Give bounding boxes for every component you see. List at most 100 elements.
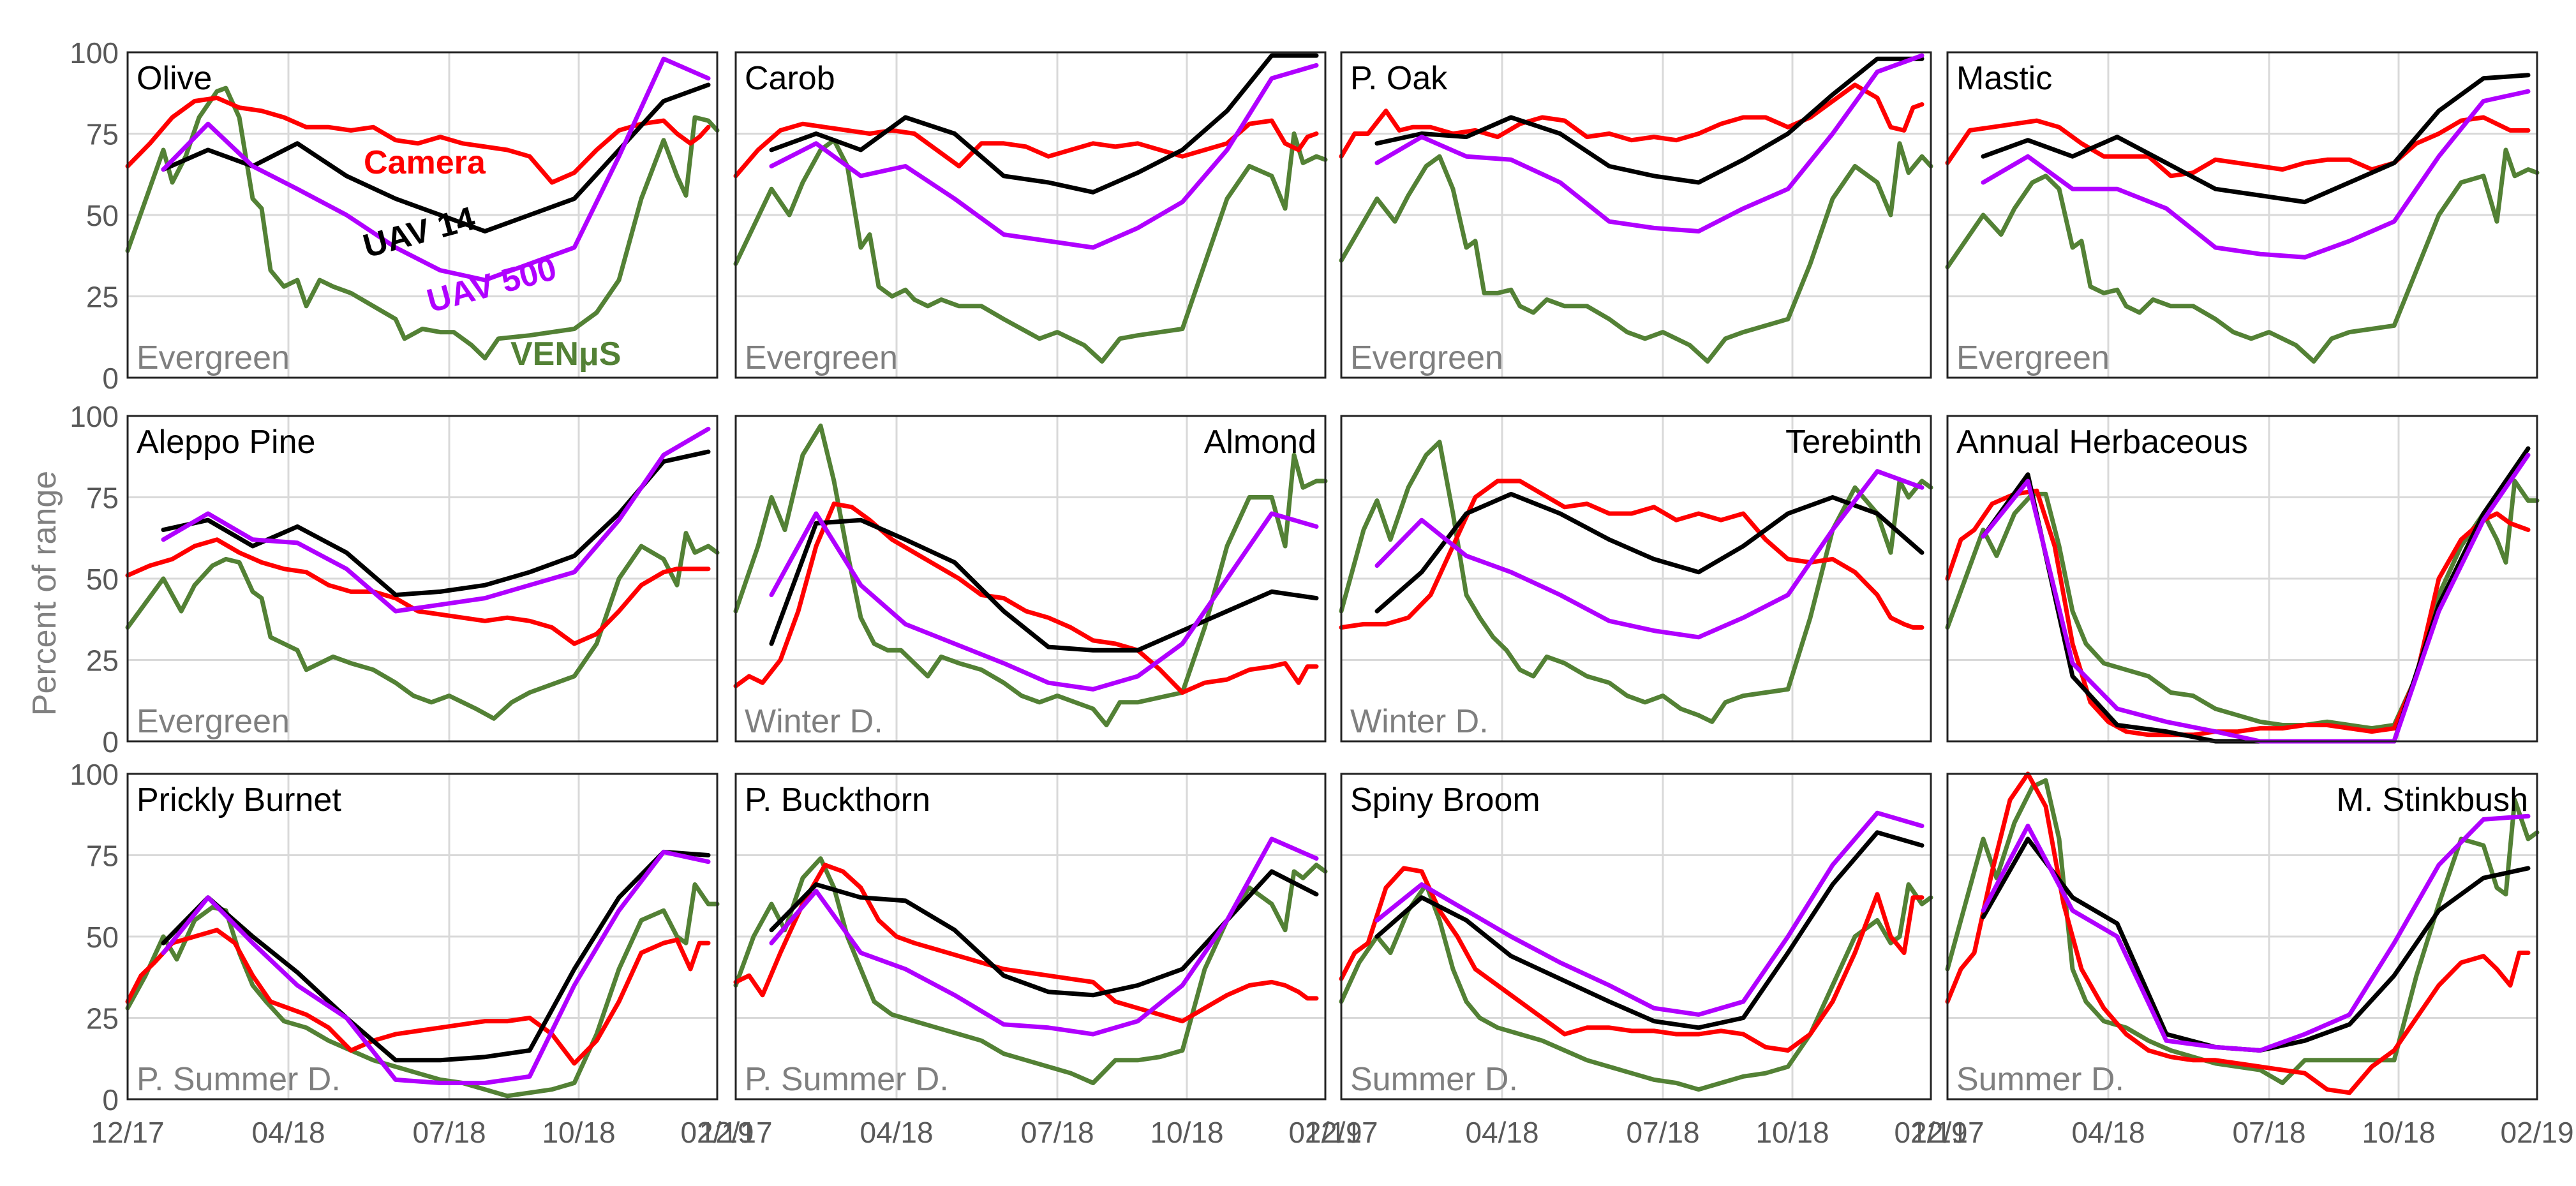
series-line-uav-500 xyxy=(769,836,1319,1037)
y-axis-label-text: Percent of range xyxy=(26,470,63,716)
y-tick-label: 0 xyxy=(102,362,119,395)
y-tick-label: 75 xyxy=(86,118,119,151)
y-tick-label: 100 xyxy=(70,400,119,433)
phenology-group-label: Evergreen xyxy=(137,339,290,376)
y-tick-label: 100 xyxy=(70,36,119,70)
panel-p-buckthorn: P. Buckthorn P. Summer D. 12/17 04/18 07/18 1… xyxy=(699,773,1362,1149)
x-tick-label: 04/18 xyxy=(860,1116,933,1149)
series-line-camera xyxy=(733,501,1319,695)
panel-title: Annual Herbaceous xyxy=(1956,424,2248,461)
series-line-camera xyxy=(733,863,1319,1024)
y-tick-label: 75 xyxy=(86,840,119,873)
series-line-uav-500 xyxy=(1374,53,1925,233)
series-line-uav-500 xyxy=(1981,89,2531,260)
series-line-camera xyxy=(1339,478,1925,630)
series-line-uav-500 xyxy=(1374,469,1925,640)
panel-title: Terebinth xyxy=(1785,424,1922,461)
panel-almond: Almond Winter D. xyxy=(733,415,1328,743)
x-tick-label: 12/17 xyxy=(1304,1116,1378,1149)
panel-carob: Carob Evergreen xyxy=(733,51,1328,379)
panel-title: Almond xyxy=(1204,424,1316,461)
phenology-group-label: Evergreen xyxy=(137,703,290,740)
panel-frame xyxy=(734,415,1327,743)
series-line-ven-s xyxy=(1945,147,2540,364)
panel-terebinth: Terebinth Winter D. xyxy=(1339,415,1933,743)
y-tick-label: 50 xyxy=(86,921,119,954)
series-line-camera xyxy=(1945,488,2531,738)
series-line-ven-s xyxy=(733,423,1328,727)
x-tick-label: 02/19 xyxy=(2500,1116,2573,1149)
panel-mastic: Mastic Evergreen xyxy=(1945,51,2540,379)
panel-title: Mastic xyxy=(1956,60,2052,97)
series-label-uav-14: UAV 14 xyxy=(359,200,479,265)
y-tick-label: 50 xyxy=(86,199,119,232)
y-tick-label: 100 xyxy=(70,758,119,791)
x-tick-label: 07/18 xyxy=(1626,1116,1699,1149)
series-line-ven-s xyxy=(125,531,720,721)
x-tick-label: 12/17 xyxy=(91,1116,164,1149)
panel-frame xyxy=(1946,773,2538,1101)
phenology-group-label: P. Summer D. xyxy=(137,1061,341,1098)
series-line-uav-14 xyxy=(1374,56,1925,185)
y-tick-label: 25 xyxy=(86,644,119,678)
series-line-camera xyxy=(125,928,711,1066)
x-tick-label: 12/17 xyxy=(1910,1116,1984,1149)
y-tick-label: 75 xyxy=(86,482,119,515)
panel-title: Olive xyxy=(137,60,212,97)
series-line-uav-14 xyxy=(1374,830,1925,1030)
phenology-group-label: Winter D. xyxy=(1350,703,1489,740)
series-line-uav-500 xyxy=(769,63,1319,250)
panel-frame xyxy=(1946,415,2538,743)
phenology-group-label: P. Summer D. xyxy=(745,1061,949,1098)
series-line-camera xyxy=(733,118,1319,179)
panel-m-stinkbush: M. Stinkbush Summer D. 12/17 04/18 07/18 10/1… xyxy=(1910,771,2574,1149)
series-line-camera xyxy=(1339,866,1925,1053)
y-tick-label: 0 xyxy=(102,725,119,759)
panel-title: Spiny Broom xyxy=(1350,782,1540,819)
panel-annual-herbaceous: Annual Herbaceous xyxy=(1945,415,2540,744)
x-tick-label: 04/18 xyxy=(2071,1116,2145,1149)
y-tick-label: 25 xyxy=(86,1002,119,1035)
x-tick-label: 10/18 xyxy=(2362,1116,2435,1149)
series-line-ven-s xyxy=(1339,440,1933,724)
phenology-group-label: Winter D. xyxy=(745,703,883,740)
panel-aleppo-pine: Aleppo Pine Evergreen 0 25 50 75 100 xyxy=(70,400,720,759)
panel-title: Carob xyxy=(745,60,835,97)
series-label-ven-s: VENμS xyxy=(510,336,621,373)
x-tick-label: 10/18 xyxy=(542,1116,615,1149)
panel-olive: Olive Evergreen 0 25 50 75 100 Camera UAV 14UAV … xyxy=(70,36,720,395)
x-tick-label: 02/19 xyxy=(1894,1116,1967,1149)
x-tick-label: 04/18 xyxy=(1465,1116,1538,1149)
series-line-camera xyxy=(1945,115,2531,179)
series-line-uav-500 xyxy=(161,426,711,614)
panel-frame xyxy=(734,773,1327,1101)
series-line-camera xyxy=(125,95,711,185)
x-tick-label: 07/18 xyxy=(412,1116,486,1149)
series-line-uav-14 xyxy=(769,517,1319,653)
x-tick-label: 07/18 xyxy=(2232,1116,2305,1149)
panel-frame xyxy=(126,415,718,743)
x-tick-label: 10/18 xyxy=(1150,1116,1223,1149)
series-line-uav-500 xyxy=(161,849,711,1085)
x-tick-label: 02/19 xyxy=(680,1116,754,1149)
panel-frame xyxy=(1340,415,1932,743)
series-line-uav-14 xyxy=(161,849,711,1063)
series-line-ven-s xyxy=(733,131,1328,364)
series-line-ven-s xyxy=(733,856,1328,1085)
panel-title: P. Oak xyxy=(1350,60,1448,97)
x-tick-label: 12/17 xyxy=(699,1116,772,1149)
series-line-camera xyxy=(125,537,711,646)
panel-frame xyxy=(126,773,718,1101)
series-label-uav-500: UAV 500 xyxy=(423,250,560,320)
panel-title: Prickly Burnet xyxy=(137,782,341,819)
panel-frame xyxy=(1340,51,1932,379)
phenology-group-label: Evergreen xyxy=(1956,339,2110,376)
series-line-uav-500 xyxy=(161,56,711,283)
series-line-uav-14 xyxy=(1981,73,2531,205)
series-line-ven-s xyxy=(1339,141,1933,364)
series-line-uav-14 xyxy=(1374,491,1925,614)
series-line-ven-s xyxy=(1945,778,2540,1085)
series-line-uav-14 xyxy=(769,53,1319,195)
panel-p-oak: P. Oak Evergreen xyxy=(1339,51,1933,379)
